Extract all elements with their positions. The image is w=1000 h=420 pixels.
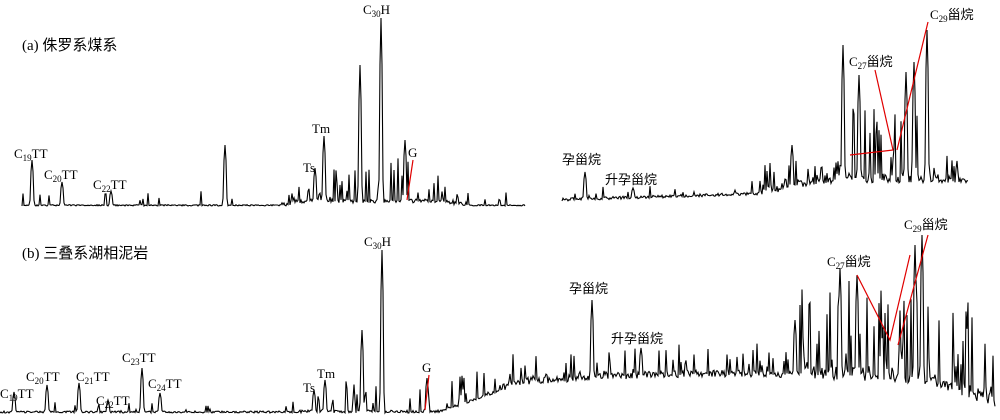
panel-b-c29-pointer xyxy=(897,234,929,346)
panel-b: (b) 三叠系湖相泥岩 C19TT C20TT C21TT C22TT C23T… xyxy=(0,217,996,415)
panel-b-title: (b) 三叠系湖相泥岩 xyxy=(22,245,148,262)
panel-a: (a) 侏罗系煤系 C19TT C20TT C22TT Ts Tm C30H G… xyxy=(14,2,974,208)
panel-b-label-c23tt: C23TT xyxy=(122,350,156,367)
panel-a-label-c19tt: C19TT xyxy=(14,146,48,163)
panel-a-label-c29: C29甾烷 xyxy=(930,7,974,24)
panel-a-label-c30h: C30H xyxy=(363,2,390,19)
panel-b-label-pregnane: 孕甾烷 xyxy=(569,281,608,296)
panel-a-label-homopregnane: 升孕甾烷 xyxy=(605,172,657,187)
panel-b-label-tm: Tm xyxy=(317,366,335,381)
panel-a-c27-pointer xyxy=(849,69,894,156)
panel-b-label-c30h: C30H xyxy=(364,234,391,251)
panel-a-c29-pointer xyxy=(896,21,929,151)
panel-a-label-c20tt: C20TT xyxy=(44,167,78,184)
panel-a-trace-right xyxy=(561,29,969,202)
panel-a-label-c27: C27甾烷 xyxy=(849,54,893,71)
panel-b-label-c22tt: C22TT xyxy=(96,393,130,410)
panel-b-label-g: G xyxy=(422,360,431,375)
panel-b-label-homopregnane: 升孕甾烷 xyxy=(611,331,663,346)
panel-b-g-pointer xyxy=(424,374,430,411)
panel-b-label-c21tt: C21TT xyxy=(76,369,110,386)
panel-b-trace xyxy=(0,234,996,415)
panel-a-label-c22tt: C22TT xyxy=(93,177,127,194)
panel-b-label-c27: C27甾烷 xyxy=(827,254,871,271)
panel-b-label-ts: Ts xyxy=(303,380,315,395)
panel-a-label-pregnane: 孕甾烷 xyxy=(562,152,601,167)
panel-b-label-c24tt: C24TT xyxy=(148,376,182,393)
panel-a-title: (a) 侏罗系煤系 xyxy=(22,37,117,54)
panel-b-c27-pointer xyxy=(856,254,911,342)
panel-a-label-tm: Tm xyxy=(312,121,330,136)
panel-a-label-g: G xyxy=(408,145,417,160)
panel-a-trace-left xyxy=(21,17,526,208)
panel-b-label-c19tt: C19TT xyxy=(0,386,34,403)
panel-b-label-c20tt: C20TT xyxy=(26,369,60,386)
panel-b-label-c29: C29甾烷 xyxy=(904,217,948,234)
panel-a-label-ts: Ts xyxy=(303,160,315,175)
panel-a-g-pointer xyxy=(406,159,414,201)
